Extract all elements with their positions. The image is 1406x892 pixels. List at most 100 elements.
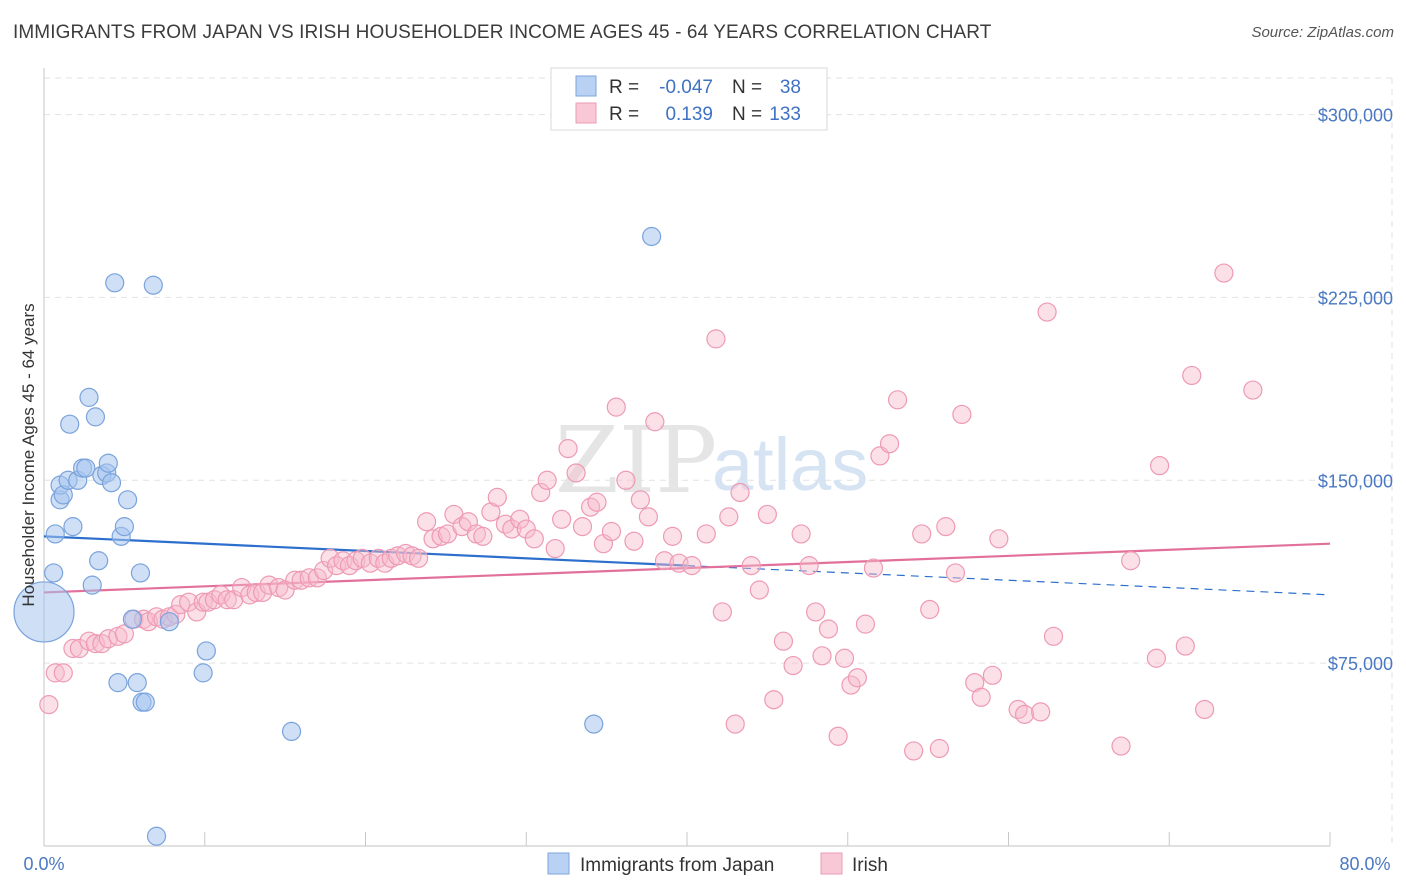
- japan-point: [146, 826, 167, 846]
- japan-point: [143, 275, 163, 295]
- legend-label-japan: Immigrants from Japan: [580, 855, 774, 876]
- japan-point: [108, 673, 128, 693]
- irish-point: [725, 714, 745, 734]
- irish-point: [524, 529, 544, 549]
- irish-point: [552, 509, 572, 529]
- irish-point: [1214, 263, 1234, 283]
- irish-point: [487, 487, 507, 507]
- legend-r-label: R =: [609, 104, 639, 125]
- irish-point: [855, 614, 876, 634]
- legend-box: [550, 67, 828, 131]
- japan-point: [60, 414, 80, 434]
- irish-point: [791, 524, 811, 544]
- y-tick-label: $75,000: [1328, 654, 1393, 674]
- japan-point: [79, 387, 99, 407]
- irish-point: [587, 492, 607, 512]
- irish-point: [929, 738, 949, 759]
- irish-point: [537, 470, 557, 490]
- y-tick-label: $300,000: [1318, 106, 1393, 126]
- japan-point: [89, 551, 109, 571]
- legend-n-label: N =: [732, 77, 762, 98]
- irish-point: [730, 482, 750, 503]
- legend-r-value: -0.047: [659, 77, 713, 98]
- irish-point: [473, 526, 493, 546]
- irish-point: [616, 470, 636, 490]
- irish-point: [307, 568, 327, 588]
- watermark-atlas: atlas: [712, 423, 868, 506]
- axes: [43, 68, 1331, 847]
- irish-point: [114, 624, 134, 644]
- irish-point: [630, 490, 650, 510]
- irish-point: [217, 590, 237, 610]
- irish-point: [558, 438, 578, 459]
- x-tick-label: 0.0%: [23, 854, 64, 874]
- irish-point: [179, 592, 199, 612]
- x-tick-label: 80.0%: [1339, 854, 1390, 874]
- irish-point: [1031, 702, 1051, 722]
- japan-point: [135, 692, 155, 712]
- irish-point: [1195, 699, 1215, 720]
- irish-point: [566, 463, 586, 483]
- irish-point: [945, 563, 966, 583]
- legend-swatch-japan: [547, 852, 570, 875]
- source-label: Source: ZipAtlas.com: [1251, 24, 1394, 41]
- japan-point: [82, 575, 102, 595]
- japan-point: [127, 673, 147, 693]
- irish-point: [879, 434, 900, 454]
- japan-point: [584, 714, 604, 734]
- japan-point: [196, 641, 216, 661]
- irish-point: [799, 556, 819, 576]
- irish-point: [764, 690, 784, 710]
- irish-point: [645, 412, 665, 432]
- irish-point: [314, 560, 334, 581]
- irish-point: [285, 570, 305, 590]
- irish-point: [912, 524, 932, 544]
- irish-point: [805, 602, 826, 622]
- irish-point: [706, 329, 726, 349]
- irish-point: [531, 482, 551, 503]
- japan-point: [105, 273, 125, 293]
- japan-point: [114, 517, 134, 537]
- japan-point: [642, 226, 662, 247]
- irish-point: [1121, 551, 1141, 571]
- irish-points: [39, 263, 1263, 761]
- irish-point: [1146, 648, 1166, 668]
- japan-point: [130, 563, 151, 583]
- irish-point: [828, 726, 848, 746]
- irish-point: [388, 546, 408, 566]
- irish-point: [904, 741, 924, 761]
- legend-label-irish: Irish: [852, 855, 888, 876]
- irish-point: [232, 577, 252, 598]
- irish-point: [638, 507, 659, 527]
- irish-point: [812, 646, 832, 666]
- irish-point: [887, 390, 908, 410]
- irish-point: [841, 675, 861, 695]
- irish-point: [516, 519, 536, 539]
- irish-point: [572, 517, 593, 537]
- irish-point: [408, 548, 429, 568]
- irish-point: [712, 602, 732, 622]
- japan-point: [63, 517, 83, 537]
- watermark-zip: ZIP: [555, 407, 717, 514]
- irish-point: [1043, 626, 1064, 646]
- irish-point: [45, 663, 65, 683]
- japan-trend-line: [43, 535, 688, 567]
- irish-point: [1175, 636, 1195, 656]
- japan-trend-extension: [686, 565, 1331, 596]
- y-tick-label: $150,000: [1318, 471, 1393, 491]
- japan-point: [45, 524, 65, 544]
- y-tick-label: $225,000: [1318, 288, 1393, 308]
- japan-point: [76, 458, 96, 478]
- japan-point: [85, 407, 106, 427]
- irish-point: [1111, 736, 1131, 756]
- irish-point: [773, 631, 794, 651]
- legend-n-label: N =: [732, 104, 762, 125]
- legend-r-label: R =: [609, 77, 639, 98]
- grid-lines: [44, 77, 1393, 846]
- irish-point: [682, 556, 702, 576]
- chart-title: IMMIGRANTS FROM JAPAN VS IRISH HOUSEHOLD…: [13, 22, 992, 43]
- irish-point: [1014, 704, 1035, 724]
- irish-point: [971, 687, 991, 707]
- irish-point: [654, 551, 675, 571]
